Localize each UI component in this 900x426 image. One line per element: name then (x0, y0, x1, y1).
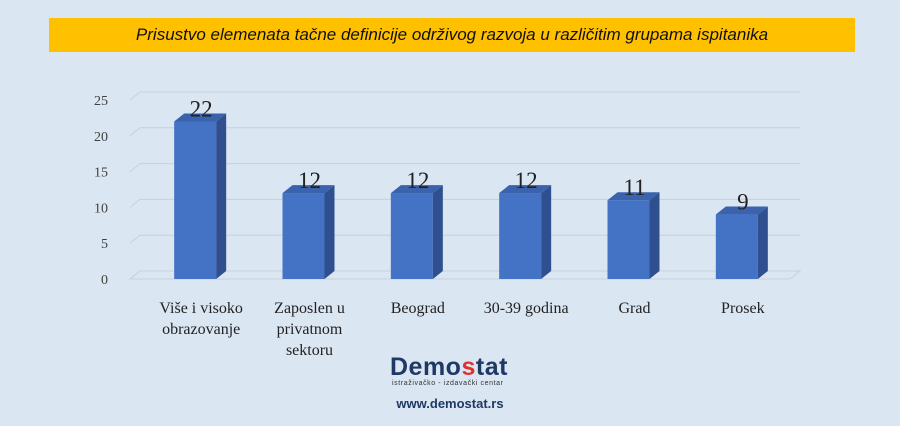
bar-side (541, 185, 552, 279)
bar-side (324, 185, 335, 279)
bar-side (432, 185, 443, 279)
logo-tagline: istraživačko - izdavački centar (392, 380, 504, 387)
bar-top (607, 192, 660, 201)
y-tick-label: 0 (101, 273, 108, 288)
x-tick-label: sektoru (286, 342, 333, 359)
x-tick-label: obrazovanje (162, 321, 240, 338)
y-tick-label: 15 (94, 166, 108, 181)
x-tick-label: Više i visoko (159, 300, 242, 317)
chart-title: Prisustvo elemenata tačne definicije odr… (135, 25, 769, 44)
y-tick-label: 10 (94, 201, 108, 216)
x-tick-label: 30-39 godina (484, 300, 569, 317)
data-label: 22 (190, 96, 213, 121)
y-tick-label: 25 (94, 94, 108, 109)
demostat-logo: Demostat istraživačko - izdavački centar (390, 354, 520, 387)
x-tick-label: Grad (619, 300, 651, 317)
logo-word-start: Demo (390, 353, 462, 381)
bar (282, 193, 325, 279)
bar-top (390, 185, 443, 194)
gridline (129, 91, 800, 101)
bar (499, 193, 542, 279)
y-tick-label: 20 (94, 130, 108, 145)
data-label: 9 (737, 190, 749, 215)
bar-side (757, 206, 768, 279)
data-label: 12 (515, 168, 538, 193)
data-label: 11 (623, 175, 645, 200)
bar-top (499, 185, 552, 194)
bar-side (649, 192, 660, 279)
chart-title-banner: Prisustvo elemenata tačne definicije odr… (49, 18, 855, 52)
gridline (129, 127, 800, 137)
gridline (129, 198, 800, 208)
bar (174, 121, 217, 279)
chart-floor (128, 270, 802, 280)
website-link[interactable]: www.demostat.rs (396, 396, 504, 411)
bar-top (715, 206, 768, 215)
bar-top (282, 185, 335, 194)
logo-word-end: tat (475, 353, 508, 381)
bar-side (216, 113, 227, 279)
bar-top (174, 113, 227, 122)
gridline (129, 163, 800, 172)
gridline (129, 234, 800, 244)
gridline (129, 270, 800, 280)
x-tick-label: privatnom (277, 321, 343, 338)
x-tick-label: Zaposlen u (274, 300, 345, 317)
bar (715, 214, 758, 279)
bar (390, 193, 433, 279)
y-tick-label: 5 (101, 237, 108, 252)
x-tick-label: Prosek (721, 300, 765, 317)
x-tick-label: Beograd (391, 300, 445, 317)
logo-word-s: s (461, 353, 476, 381)
data-label: 12 (406, 168, 429, 193)
data-label: 12 (298, 168, 321, 193)
bar (607, 200, 650, 279)
